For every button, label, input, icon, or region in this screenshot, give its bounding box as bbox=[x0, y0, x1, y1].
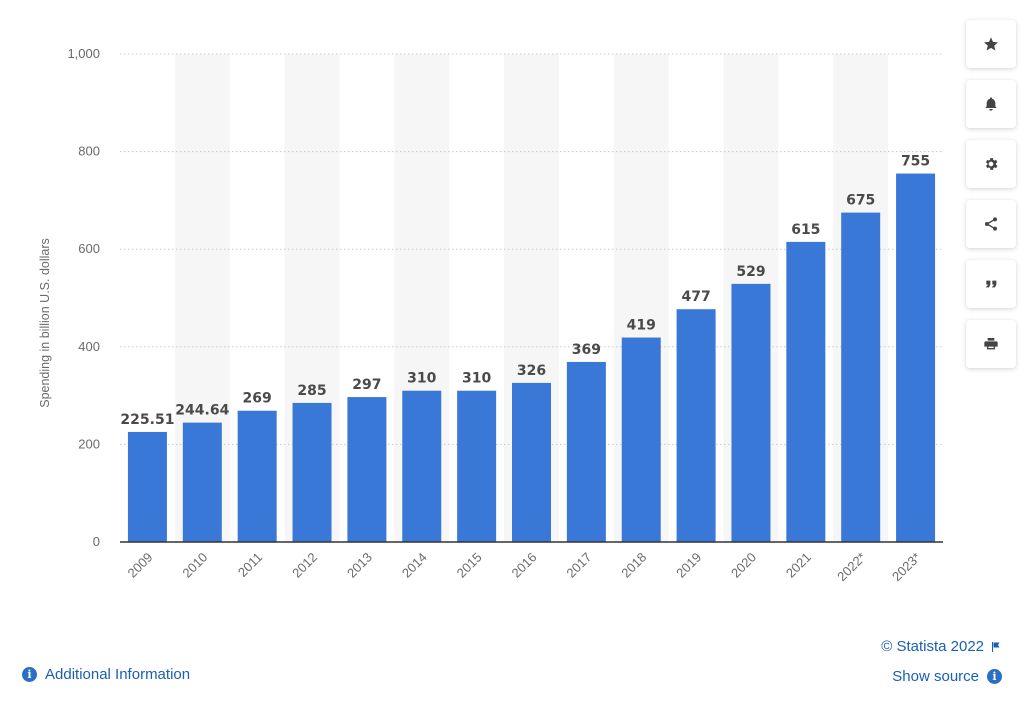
bar-2022*[interactable] bbox=[841, 212, 881, 542]
x-tick-label: 2012 bbox=[289, 550, 320, 581]
value-label: 285 bbox=[297, 383, 326, 399]
print-button[interactable] bbox=[966, 320, 1016, 368]
x-tick-label: 2020 bbox=[728, 550, 759, 581]
value-label: 310 bbox=[407, 371, 436, 387]
x-tick-label: 2017 bbox=[563, 550, 594, 581]
y-tick-label: 1,000 bbox=[67, 46, 100, 61]
info-icon: i bbox=[987, 669, 1002, 684]
bar-2013[interactable] bbox=[347, 397, 387, 542]
bar-2011[interactable] bbox=[237, 410, 277, 542]
x-tick-label: 2018 bbox=[618, 550, 649, 581]
value-label: 244.64 bbox=[175, 403, 229, 419]
share-icon bbox=[985, 217, 997, 231]
x-tick-label: 2011 bbox=[235, 550, 265, 580]
value-label: 326 bbox=[517, 363, 546, 379]
bar-2020[interactable] bbox=[731, 283, 771, 542]
y-tick-label: 400 bbox=[78, 339, 100, 354]
x-tick-label: 2022* bbox=[834, 550, 869, 585]
x-tick-label: 2021 bbox=[783, 550, 814, 581]
x-tick-label: 2019 bbox=[673, 550, 704, 581]
flag-icon[interactable] bbox=[990, 641, 1002, 653]
x-tick-label: 2015 bbox=[454, 550, 485, 581]
value-label: 297 bbox=[352, 377, 381, 393]
value-label: 269 bbox=[243, 391, 272, 407]
bar-2019[interactable] bbox=[676, 309, 716, 542]
value-label: 477 bbox=[681, 289, 710, 305]
x-tick-label: 2009 bbox=[124, 550, 155, 581]
cite-button[interactable] bbox=[966, 260, 1016, 308]
x-tick-label: 2016 bbox=[509, 550, 540, 581]
share-button[interactable] bbox=[966, 200, 1016, 248]
x-tick-label: 2023* bbox=[889, 550, 924, 585]
quote-icon bbox=[985, 280, 997, 288]
x-tick-label: 2014 bbox=[399, 550, 430, 581]
bar-2016[interactable] bbox=[512, 382, 551, 542]
statista-credit: © Statista 2022 bbox=[881, 638, 1002, 655]
value-label: 675 bbox=[846, 193, 875, 209]
y-axis-title: Spending in billion U.S. dollars bbox=[38, 238, 52, 408]
value-label: 615 bbox=[791, 222, 820, 238]
value-label: 225.51 bbox=[120, 412, 174, 428]
additional-information-link[interactable]: i Additional Information bbox=[22, 666, 190, 683]
x-tick-label: 2013 bbox=[344, 550, 375, 581]
y-tick-label: 0 bbox=[93, 534, 100, 549]
bar-2021[interactable] bbox=[786, 241, 826, 542]
notification-button[interactable] bbox=[966, 80, 1016, 128]
bar-2017[interactable] bbox=[566, 361, 606, 542]
bars bbox=[127, 173, 936, 542]
star-icon bbox=[984, 37, 998, 51]
y-tick-label: 600 bbox=[78, 241, 100, 256]
bar-2009[interactable] bbox=[127, 431, 167, 542]
y-axis-ticks: 0 200 400 600 800 1,000 bbox=[67, 46, 100, 549]
value-label: 529 bbox=[736, 264, 765, 280]
settings-button[interactable] bbox=[966, 140, 1016, 188]
chart-toolbar bbox=[966, 20, 1016, 380]
bar-2015[interactable] bbox=[457, 390, 497, 542]
bell-icon bbox=[985, 97, 997, 111]
show-source-link[interactable]: Show source i bbox=[892, 668, 1002, 685]
print-icon bbox=[984, 338, 998, 350]
bar-2012[interactable] bbox=[292, 402, 332, 542]
y-tick-label: 800 bbox=[78, 144, 100, 159]
additional-information-label: Additional Information bbox=[45, 666, 191, 683]
x-axis-ticks: 2009 2010 2011 2012 2013 2014 2015 2016 2017 2018… bbox=[124, 550, 923, 585]
value-label: 369 bbox=[572, 342, 601, 358]
x-tick-label: 2010 bbox=[179, 550, 210, 581]
value-label: 755 bbox=[901, 154, 930, 170]
gear-icon bbox=[985, 158, 998, 170]
value-label: 419 bbox=[627, 318, 656, 334]
bar-2010[interactable] bbox=[182, 422, 222, 542]
value-label: 310 bbox=[462, 371, 491, 387]
bar-2014[interactable] bbox=[402, 390, 442, 542]
credit-text: © Statista 2022 bbox=[881, 638, 984, 655]
info-icon: i bbox=[22, 667, 37, 682]
bar-2018[interactable] bbox=[621, 337, 661, 542]
show-source-label: Show source bbox=[892, 668, 979, 685]
favorite-button[interactable] bbox=[966, 20, 1016, 68]
y-tick-label: 200 bbox=[78, 436, 100, 451]
bar-2023*[interactable] bbox=[896, 173, 936, 542]
